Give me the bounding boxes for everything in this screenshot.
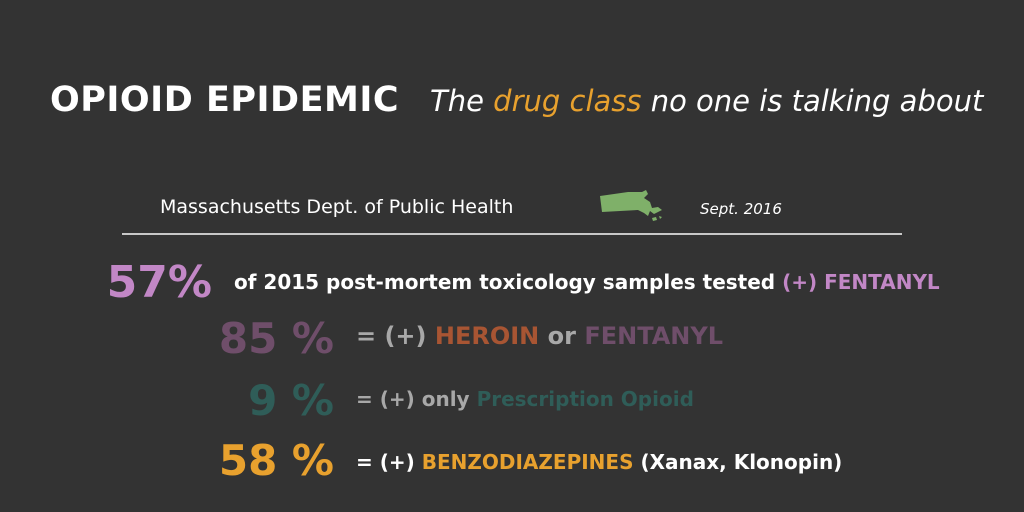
stat-benzo-description: = (+) BENZODIAZEPINES (Xanax, Klonopin) (356, 450, 842, 474)
source-organization: Massachusetts Dept. of Public Health (160, 196, 514, 218)
divider (122, 233, 902, 235)
subtitle-pre: The (430, 84, 494, 118)
stat-prescription-pre: = (+) only (356, 387, 477, 411)
stat-prescription-percent: 9 % (248, 376, 334, 425)
stat-fentanyl-text: of 2015 post-mortem toxicology samples t… (234, 270, 783, 294)
stat-fentanyl-highlight: (+) FENTANYL (782, 270, 940, 294)
stat-heroin-fentanyl-description: = (+) HEROIN or FENTANYL (356, 322, 723, 350)
stat-fentanyl-highlight-2: FENTANYL (584, 322, 724, 350)
page-title: OPIOID EPIDEMIC (50, 80, 400, 120)
stat-heroin-pre: = (+) (356, 322, 435, 350)
stat-benzo-pre: = (+) (356, 450, 422, 474)
page-subtitle: The drug class no one is talking about (430, 84, 983, 118)
subtitle-accent: drug class (493, 84, 642, 118)
stat-heroin-fentanyl-percent: 85 % (218, 314, 334, 363)
stat-benzo-post: (Xanax, Klonopin) (633, 450, 843, 474)
stat-heroin-highlight: HEROIN (434, 322, 540, 350)
source-date: Sept. 2016 (700, 200, 782, 218)
stat-prescription-description: = (+) only Prescription Opioid (356, 387, 694, 411)
stat-fentanyl-description: of 2015 post-mortem toxicology samples t… (234, 270, 940, 294)
stat-heroin-mid: or (539, 322, 585, 350)
stat-benzo-highlight: BENZODIAZEPINES (421, 450, 634, 474)
stat-benzo-percent: 58 % (218, 436, 334, 485)
subtitle-post: no one is talking about (641, 84, 984, 118)
stat-prescription-highlight: Prescription Opioid (476, 387, 694, 411)
stat-fentanyl-percent: 57% (106, 257, 212, 308)
massachusetts-map-icon (600, 190, 662, 221)
